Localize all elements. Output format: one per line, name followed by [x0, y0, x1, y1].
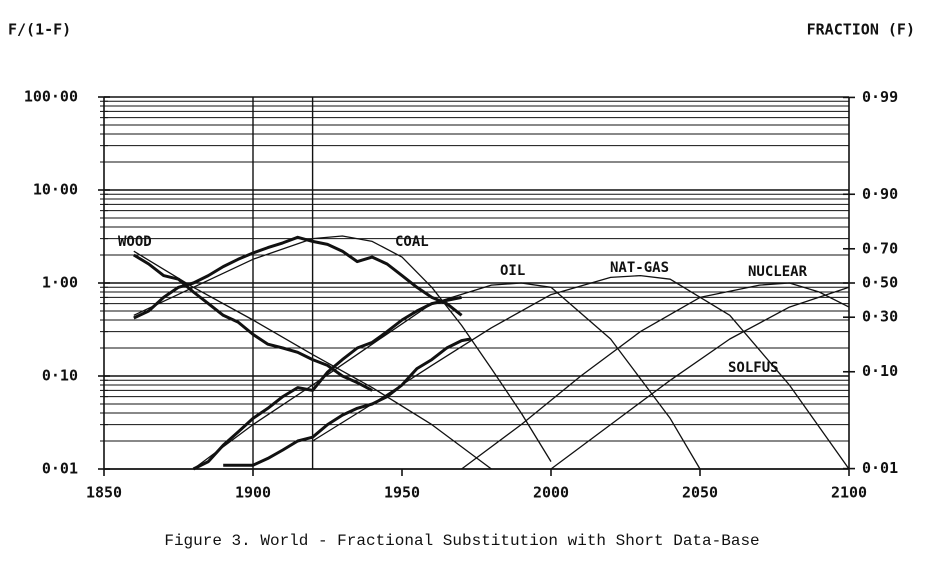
historical-data [192, 295, 462, 471]
fitted-line [193, 282, 701, 470]
y-tick-label: 0·10 [42, 367, 78, 385]
fitted-line [312, 274, 850, 470]
y-tick-label: 0·01 [42, 460, 78, 478]
x-tick-label: 2050 [682, 484, 718, 502]
y2-tick-label: 0·70 [862, 239, 898, 257]
series-label: COAL [395, 234, 429, 250]
x-tick-label: 1900 [235, 484, 271, 502]
y2-tick-label: 0·99 [862, 88, 898, 106]
fitted-line [550, 286, 850, 470]
y-axis-label: F/(1-F) [8, 21, 71, 39]
historical-data [133, 235, 463, 320]
historical-data [223, 337, 471, 467]
y2-tick-label: 0·10 [862, 362, 898, 380]
caption: Figure 3. World - Fractional Substitutio… [164, 532, 759, 550]
series-label: WOOD [118, 234, 152, 250]
x-tick-label: 2000 [533, 484, 569, 502]
series-label: NUCLEAR [748, 264, 808, 280]
x-tick-label: 1950 [384, 484, 420, 502]
x-tick-label: 2100 [831, 484, 867, 502]
y2-axis-label: FRACTION (F) [807, 21, 915, 39]
y2-tick-label: 0·30 [862, 308, 898, 326]
y-tick-label: 10·00 [33, 181, 78, 199]
x-tick-label: 1850 [86, 484, 122, 502]
y2-tick-label: 0·90 [862, 185, 898, 203]
series-label: OIL [500, 263, 525, 279]
y-tick-label: 1·00 [42, 274, 78, 292]
y-tick-label: 100·00 [24, 88, 78, 106]
fitted-line [133, 235, 552, 462]
series-label: SOLFUS [728, 360, 779, 376]
fitted-line [461, 282, 850, 470]
y2-tick-label: 0·01 [862, 459, 898, 477]
series-label: NAT-GAS [610, 260, 669, 276]
y2-tick-label: 0·50 [862, 274, 898, 292]
